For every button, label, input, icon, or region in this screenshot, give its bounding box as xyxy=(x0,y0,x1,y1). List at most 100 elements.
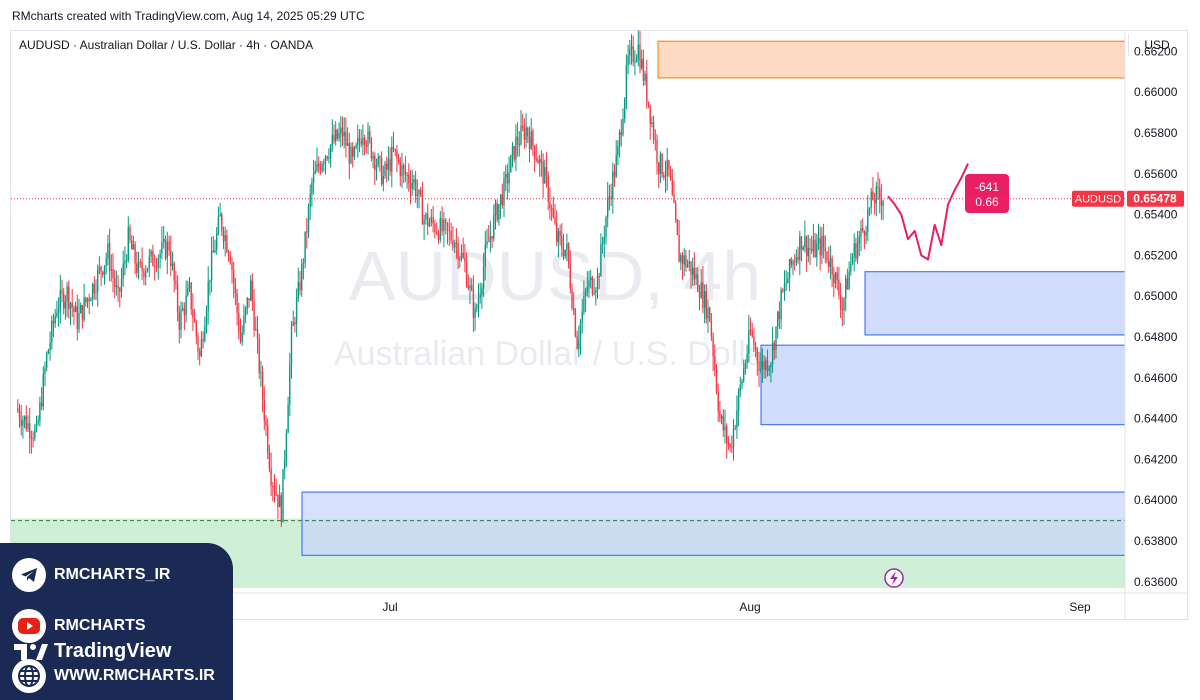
candle xyxy=(199,347,201,366)
candle-body xyxy=(448,230,450,232)
candle xyxy=(168,235,170,256)
candle-body xyxy=(462,252,464,258)
candle xyxy=(420,186,422,197)
candle-body xyxy=(882,201,884,206)
candle xyxy=(766,349,769,377)
candle-body xyxy=(204,326,206,342)
candle-body xyxy=(76,306,78,330)
symbol-description[interactable]: AUDUSD · Australian Dollar / U.S. Dollar… xyxy=(19,38,314,52)
candle-body xyxy=(394,149,396,151)
candle-body xyxy=(166,241,168,259)
candle xyxy=(39,396,41,427)
tradingview-logo: TradingView xyxy=(14,640,171,663)
candle-body xyxy=(409,182,412,190)
candle xyxy=(603,225,605,258)
candle-body xyxy=(848,271,850,290)
candle xyxy=(369,125,371,144)
price-axis-tick: 0.65400 xyxy=(1134,208,1178,222)
candle xyxy=(229,250,231,265)
candle-body xyxy=(819,238,821,256)
candle xyxy=(787,272,789,284)
candle-body xyxy=(100,266,102,272)
candle-body xyxy=(777,311,779,327)
candle xyxy=(792,259,794,276)
candle-body xyxy=(596,275,599,291)
candle-body xyxy=(392,146,395,150)
candle xyxy=(477,283,480,318)
candle-body xyxy=(17,408,19,412)
candle-body xyxy=(828,261,830,267)
candle xyxy=(669,165,672,181)
candle-body xyxy=(569,264,571,290)
candle xyxy=(654,129,656,151)
youtube-link[interactable]: RMCHARTS xyxy=(12,609,146,643)
candle-body xyxy=(627,55,629,66)
candle xyxy=(680,252,682,271)
candle-body xyxy=(561,236,563,249)
candle xyxy=(527,126,529,144)
candle-body xyxy=(406,174,408,176)
candle-body xyxy=(811,249,813,252)
candle xyxy=(601,236,604,254)
candle-body xyxy=(863,231,866,236)
candle-body xyxy=(428,222,431,227)
website-link[interactable]: WWW.RMCHARTS.IR xyxy=(12,659,215,693)
candle-body xyxy=(418,189,420,195)
candle xyxy=(782,288,784,294)
candle-body xyxy=(357,137,359,145)
candle-body xyxy=(253,302,255,330)
candle xyxy=(554,204,556,226)
candle xyxy=(489,220,492,253)
candle-body xyxy=(770,364,772,368)
candle xyxy=(345,117,347,158)
candle xyxy=(372,151,374,169)
candle-body xyxy=(873,200,876,204)
candle xyxy=(450,222,452,244)
candle xyxy=(353,145,356,161)
candle-body xyxy=(481,287,483,295)
candle xyxy=(404,156,407,182)
candle xyxy=(341,116,344,146)
candle xyxy=(340,115,342,148)
candle-body xyxy=(93,283,95,293)
candle xyxy=(127,216,129,263)
candle-body xyxy=(717,391,719,412)
candle xyxy=(114,269,116,299)
candle xyxy=(460,244,463,262)
candle xyxy=(200,331,203,358)
candle-body xyxy=(414,178,417,197)
candle xyxy=(522,113,524,132)
candle-body xyxy=(132,244,135,250)
lightning-icon[interactable] xyxy=(884,568,904,588)
candle-body xyxy=(608,196,611,198)
candle-body xyxy=(537,159,539,164)
candle-body xyxy=(685,255,687,267)
candle xyxy=(652,115,655,145)
candle xyxy=(374,152,376,186)
candle xyxy=(539,154,541,177)
candle-body xyxy=(530,131,532,150)
candle xyxy=(401,152,403,188)
candle xyxy=(741,378,743,390)
candle-body xyxy=(20,419,22,426)
candle xyxy=(836,266,838,291)
candle xyxy=(387,146,390,181)
candle xyxy=(37,415,39,426)
telegram-link[interactable]: RMCHARTS_IR xyxy=(12,558,170,592)
candle xyxy=(870,187,872,215)
candle-body xyxy=(190,282,192,310)
candle xyxy=(717,383,719,422)
candle xyxy=(523,118,526,149)
candle xyxy=(566,233,568,262)
candle-body xyxy=(377,156,379,166)
candle xyxy=(618,129,621,158)
candle xyxy=(642,49,645,86)
price-axis-tick: 0.65800 xyxy=(1134,126,1178,140)
candle xyxy=(76,294,78,341)
candle xyxy=(306,217,308,249)
candle xyxy=(379,155,381,172)
candle xyxy=(668,159,670,177)
candle xyxy=(164,235,167,261)
candle xyxy=(441,206,443,236)
currency-selector[interactable]: USD xyxy=(1128,34,1185,56)
